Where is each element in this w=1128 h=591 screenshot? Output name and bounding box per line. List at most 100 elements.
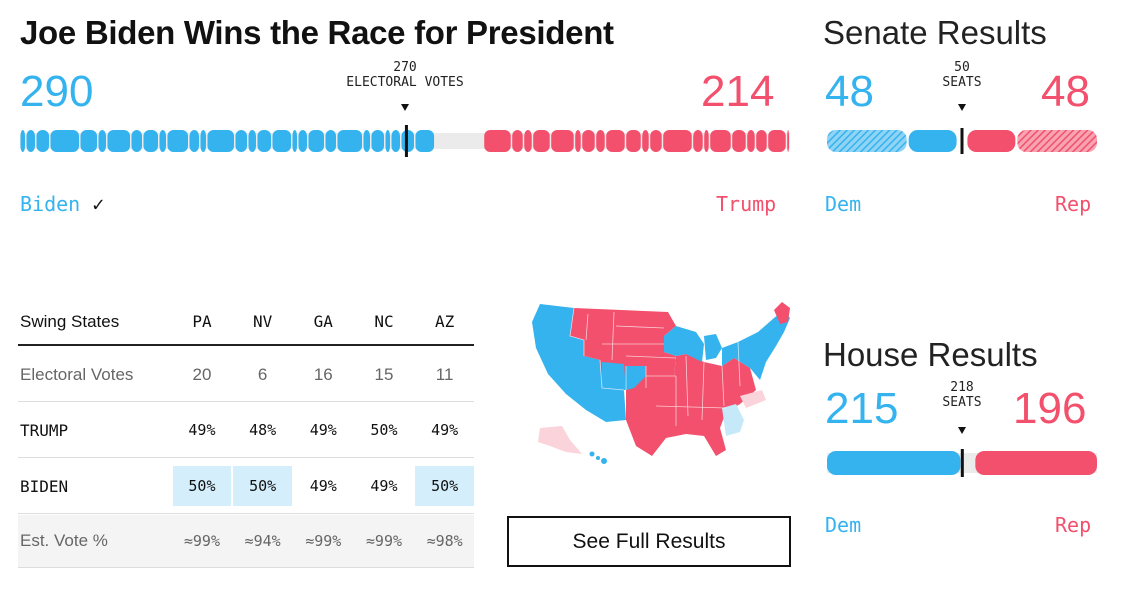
map-state-borders bbox=[569, 307, 741, 426]
table-cell: 48% bbox=[249, 421, 277, 439]
president-threshold: 270 ELECTORAL VOTES bbox=[325, 60, 485, 90]
map-region-mountain-dem bbox=[602, 362, 626, 390]
row-label-est-vote: Est. Vote % bbox=[20, 531, 108, 550]
trump-electoral-votes: 214 bbox=[701, 67, 775, 116]
house-seat-bar bbox=[827, 449, 1097, 477]
row-label-trump: TRUMP bbox=[20, 420, 69, 440]
biden-state-segment bbox=[131, 130, 142, 152]
col-header-nc: NC bbox=[374, 312, 394, 331]
biden-state-segment bbox=[207, 130, 234, 152]
senate-threshold-marker bbox=[958, 104, 966, 111]
table-cell: 11 bbox=[435, 364, 454, 384]
trump-state-segment bbox=[756, 130, 767, 152]
map-region-georgia bbox=[722, 404, 744, 436]
senate-threshold: 50 SEATS bbox=[922, 60, 1002, 90]
biden-state-segment bbox=[26, 130, 35, 152]
col-header-az: AZ bbox=[435, 312, 455, 331]
senate-threshold-value: 50 bbox=[954, 60, 970, 75]
swing-states-table: Swing States PA NV GA NC AZ Electoral Vo… bbox=[18, 300, 474, 568]
row-label-electoral-votes: Electoral Votes bbox=[20, 364, 134, 384]
biden-state-segment bbox=[235, 130, 247, 152]
trump-state-segment bbox=[768, 130, 786, 152]
table-cell: 15 bbox=[374, 364, 394, 384]
trump-name: Trump bbox=[716, 192, 777, 216]
house-threshold: 218 SEATS bbox=[922, 380, 1002, 410]
senate-rep-label: Rep bbox=[1055, 192, 1092, 216]
page-title: Joe Biden Wins the Race for President bbox=[20, 14, 614, 51]
president-threshold-value: 270 bbox=[393, 60, 417, 75]
senate-dem-count: 48 bbox=[825, 67, 874, 116]
biden-state-segment bbox=[107, 130, 130, 152]
house-threshold-label: SEATS bbox=[942, 395, 982, 410]
us-results-map[interactable] bbox=[526, 296, 796, 468]
table-row: Electoral Votes 20 6 16 15 11 bbox=[18, 348, 474, 402]
trump-state-segment bbox=[693, 130, 703, 152]
house-rep-count: 196 bbox=[1013, 384, 1087, 433]
president-electoral-bar bbox=[20, 125, 790, 157]
table-cell: 49% bbox=[370, 477, 398, 495]
biden-state-segment bbox=[371, 130, 384, 152]
senate-dem-holdover-segment bbox=[827, 130, 907, 152]
trump-state-segment bbox=[596, 130, 605, 152]
biden-state-segment bbox=[415, 130, 435, 152]
biden-state-segment bbox=[391, 130, 400, 152]
biden-state-segment bbox=[20, 130, 25, 152]
trump-state-segment bbox=[642, 130, 649, 152]
house-dem-count: 215 bbox=[825, 384, 899, 433]
see-full-results-button[interactable]: See Full Results bbox=[507, 516, 791, 567]
col-header-pa: PA bbox=[192, 312, 212, 331]
biden-candidate-label: Biden ✓ bbox=[20, 192, 104, 216]
trump-state-segment bbox=[484, 130, 511, 152]
house-dem-segment bbox=[827, 451, 961, 475]
president-threshold-marker bbox=[401, 104, 409, 111]
table-cell-highlighted: 50% bbox=[172, 466, 232, 506]
biden-state-segment bbox=[189, 130, 199, 152]
table-cell-highlighted: 50% bbox=[415, 466, 474, 506]
trump-state-segment bbox=[551, 130, 574, 152]
map-region-northeast-dem bbox=[722, 310, 790, 380]
trump-state-segment bbox=[787, 130, 789, 152]
biden-state-segment bbox=[36, 130, 49, 152]
biden-state-segment bbox=[385, 130, 390, 152]
trump-state-segment bbox=[732, 130, 746, 152]
row-label-biden: BIDEN bbox=[20, 476, 69, 496]
biden-state-segment bbox=[50, 130, 79, 152]
table-cell: 6 bbox=[257, 364, 268, 384]
winner-check-icon: ✓ bbox=[92, 192, 105, 216]
senate-seat-bar bbox=[827, 128, 1097, 154]
biden-state-segment bbox=[80, 130, 97, 152]
table-cell: 49% bbox=[431, 421, 459, 439]
house-threshold-line bbox=[960, 449, 964, 477]
president-threshold-label: ELECTORAL VOTES bbox=[346, 75, 464, 90]
map-region-nc-pale bbox=[740, 390, 766, 408]
biden-state-segment bbox=[308, 130, 324, 152]
table-cell: ≈99% bbox=[305, 532, 342, 550]
house-title: House Results bbox=[823, 336, 1038, 373]
table-row: TRUMP 49% 48% 49% 50% 49% bbox=[18, 403, 474, 458]
trump-state-segment bbox=[650, 130, 662, 152]
senate-title: Senate Results bbox=[823, 14, 1047, 51]
house-threshold-marker bbox=[958, 427, 966, 434]
biden-state-segment bbox=[248, 130, 256, 152]
map-region-maine-rep bbox=[774, 302, 790, 324]
table-header-label: Swing States bbox=[20, 312, 120, 331]
biden-state-segment bbox=[167, 130, 188, 152]
map-states bbox=[532, 302, 790, 464]
table-row: BIDEN 50% 50% 49% 49% 50% bbox=[18, 459, 474, 514]
trump-state-segment bbox=[663, 130, 692, 152]
map-alaska bbox=[538, 426, 582, 454]
trump-state-segment bbox=[626, 130, 641, 152]
biden-electoral-votes: 290 bbox=[20, 67, 94, 116]
table-cell: ≈99% bbox=[365, 532, 403, 550]
biden-state-segment bbox=[298, 130, 307, 152]
senate-dem-label: Dem bbox=[825, 192, 862, 216]
table-cell: ≈99% bbox=[183, 532, 220, 550]
map-region-west-dem bbox=[532, 304, 626, 422]
table-cell: 50% bbox=[370, 421, 398, 439]
map-region-south-rep bbox=[626, 354, 756, 456]
house-dem-label: Dem bbox=[825, 513, 862, 537]
senate-rep-count: 48 bbox=[1041, 67, 1090, 116]
biden-name: Biden bbox=[20, 192, 81, 216]
senate-threshold-line bbox=[960, 128, 964, 154]
table-cell: 49% bbox=[188, 421, 216, 439]
